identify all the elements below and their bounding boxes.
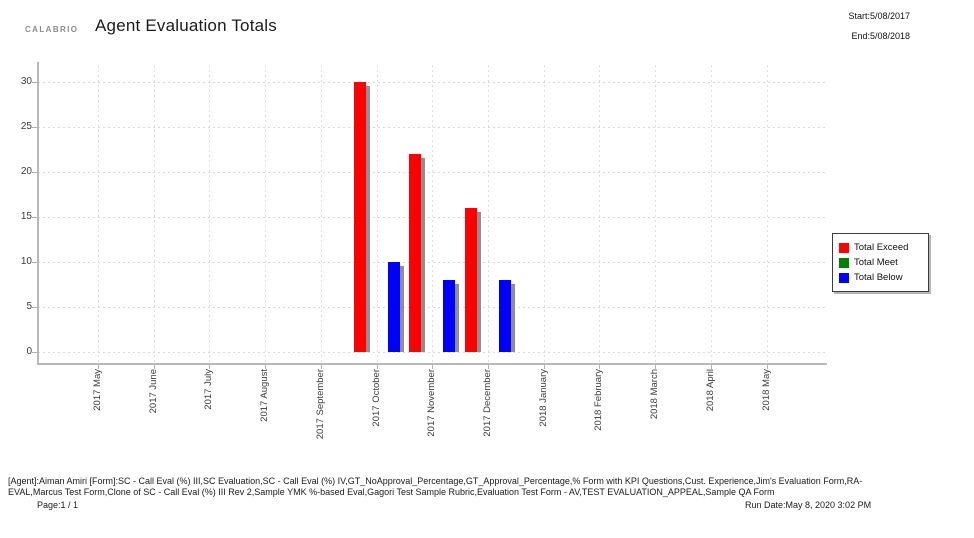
legend-label: Total Exceed — [854, 242, 909, 253]
x-axis-label: 2018 January — [537, 369, 549, 427]
y-gridline — [38, 352, 826, 353]
x-axis-tick — [766, 365, 768, 369]
legend-label: Total Below — [854, 272, 903, 283]
x-axis-tick — [98, 365, 99, 369]
calabrio-logo: CALABRIO — [25, 25, 79, 34]
bar-total-exceed-2017-november — [409, 154, 422, 352]
y-axis-tick — [32, 172, 37, 173]
x-axis-label: 2017 December — [481, 369, 493, 437]
x-axis-label: 2017 June — [147, 369, 159, 414]
x-axis-label: 2018 May — [760, 369, 772, 411]
x-axis-tick — [265, 365, 267, 369]
y-axis-label: 0 — [26, 346, 32, 357]
x-axis-label: 2018 February — [593, 369, 605, 431]
bar-total-below-2017-november — [443, 280, 456, 352]
x-axis-tick — [655, 365, 657, 369]
legend-swatch-icon — [839, 242, 849, 253]
x-axis-line — [37, 363, 827, 365]
x-axis-tick — [487, 365, 489, 369]
y-axis-label: 10 — [20, 256, 32, 267]
y-gridline — [38, 307, 826, 308]
y-axis-tick — [32, 262, 37, 263]
x-axis-label: 2018 March — [649, 369, 661, 420]
x-axis-tick — [320, 365, 322, 369]
y-gridline — [38, 262, 826, 263]
bar-total-below-2017-october — [387, 262, 400, 352]
y-gridline — [38, 172, 826, 173]
legend-item-total-meet: Total Meet — [839, 257, 922, 268]
report-title: Agent Evaluation Totals — [95, 16, 277, 35]
x-gridline — [209, 65, 211, 363]
x-axis-tick — [376, 365, 378, 369]
x-gridline — [710, 65, 712, 363]
x-axis-label: 2017 September — [314, 369, 326, 440]
x-gridline — [487, 65, 489, 363]
x-axis-label: 2017 August — [259, 369, 271, 422]
x-gridline — [376, 65, 378, 363]
agent-evaluation-bar-chart: 0 5 10 15 20 25 30 2017 May 2017 June 2017 July 20… — [20, 62, 827, 440]
x-gridline — [432, 65, 434, 363]
y-axis-label: 30 — [20, 76, 32, 87]
x-axis-tick — [543, 365, 545, 369]
page-number-label: Page:1 / 1 — [37, 500, 79, 510]
x-axis-label: 2017 May — [92, 369, 103, 411]
start-date-label: Start:5/08/2017 — [848, 11, 910, 21]
date-range: Start:5/08/2017 End:5/08/2018 — [848, 11, 910, 51]
bar-total-below-2017-december — [498, 280, 511, 352]
x-gridline — [320, 65, 322, 363]
x-axis-label: 2018 April — [704, 369, 716, 412]
x-axis-label: 2017 November — [426, 369, 438, 437]
run-date-label: Run Date:May 8, 2020 3:02 PM — [745, 500, 872, 510]
y-gridline — [38, 82, 826, 83]
report-footer: [Agent]:Aiman Amiri [Form]:SC - Call Eva… — [8, 476, 966, 511]
y-gridline — [38, 127, 826, 128]
y-axis-tick — [32, 352, 37, 353]
y-axis-tick — [32, 82, 37, 83]
legend-swatch-icon — [839, 272, 849, 283]
filter-summary-line-1: [Agent]:Aiman Amiri [Form]:SC - Call Eva… — [8, 476, 863, 486]
y-axis-label: 25 — [20, 121, 32, 132]
end-date-label: End:5/08/2018 — [851, 31, 910, 41]
chart-legend: Total Exceed Total Meet Total Below — [832, 233, 929, 292]
x-axis-tick — [599, 365, 601, 369]
y-axis-tick — [32, 217, 37, 218]
bar-total-exceed-2017-october — [353, 82, 366, 352]
x-gridline — [655, 65, 657, 363]
footer-status-row: Page:1 / 1 Run Date:May 8, 2020 3:02 PM — [8, 500, 966, 511]
x-gridline — [98, 65, 99, 363]
y-gridline — [38, 217, 826, 218]
legend-item-total-exceed: Total Exceed — [839, 242, 922, 253]
filter-summary-line-2: EVAL,Marcus Test Form,Clone of SC - Call… — [8, 487, 775, 497]
x-gridline — [766, 65, 768, 363]
y-axis-label: 15 — [20, 211, 32, 222]
x-gridline — [265, 65, 267, 363]
y-axis-tick — [32, 127, 37, 128]
x-axis-tick — [209, 365, 211, 369]
x-axis-label: 2017 July — [203, 369, 215, 410]
y-axis-tick — [32, 307, 37, 308]
y-axis-line — [37, 62, 39, 365]
legend-item-total-below: Total Below — [839, 272, 922, 283]
bar-total-exceed-2017-december — [464, 208, 477, 352]
x-axis-tick — [710, 365, 712, 369]
x-axis-tick — [432, 365, 434, 369]
y-axis-label: 5 — [26, 301, 32, 312]
x-gridline — [599, 65, 601, 363]
legend-swatch-icon — [839, 257, 849, 268]
x-axis-tick — [153, 365, 155, 369]
x-axis-label: 2017 October — [370, 369, 382, 427]
y-axis-label: 20 — [20, 166, 32, 177]
x-gridline — [543, 65, 545, 363]
legend-label: Total Meet — [854, 257, 898, 268]
x-gridline — [153, 65, 155, 363]
